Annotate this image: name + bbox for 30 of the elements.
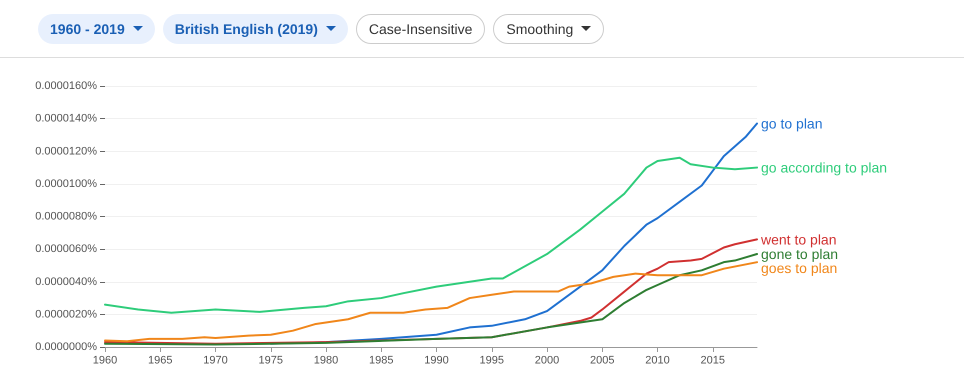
- x-tick-label: 1960: [92, 354, 118, 366]
- text: Smoothing: [506, 20, 574, 36]
- text: Case-Insensitive: [368, 20, 472, 36]
- x-tick-label: 2000: [534, 354, 560, 366]
- y-tick-label: 0.0000160%: [35, 80, 98, 92]
- y-tick-label: 0.0000040%: [35, 276, 98, 288]
- series-label: go to plan: [761, 116, 822, 132]
- x-tick-label: 1965: [148, 354, 172, 366]
- series-label: go according to plan: [761, 160, 888, 176]
- y-tick-label: 0.0000120%: [35, 145, 98, 158]
- x-tick-label: 1975: [258, 354, 284, 366]
- x-tick-label: 1990: [424, 354, 449, 366]
- y-tick-label: 0.0000080%: [35, 210, 98, 222]
- x-tick-label: 1980: [314, 354, 338, 366]
- x-tick-label: 1985: [369, 354, 394, 366]
- y-tick-label: 0.0000100%: [35, 178, 98, 190]
- y-tick-label: 0.0000020%: [35, 308, 98, 320]
- text: British English (2019): [174, 20, 318, 36]
- line-series: [104, 156, 758, 314]
- y-tick-label: 0.0000060%: [35, 243, 98, 256]
- series-label: gone to plan: [761, 246, 838, 262]
- text: 1960 - 2019: [50, 20, 125, 36]
- y-tick-label: 0.0000000%: [35, 341, 98, 353]
- x-tick-label: 2005: [590, 354, 615, 366]
- series-label: went to plan: [760, 231, 836, 248]
- x-tick-label: 1995: [480, 354, 504, 366]
- x-tick-label: 2015: [700, 354, 726, 366]
- x-tick-label: 2010: [645, 354, 670, 366]
- x-tick-label: 1970: [203, 354, 228, 366]
- y-tick-label: 0.0000140%: [35, 112, 98, 125]
